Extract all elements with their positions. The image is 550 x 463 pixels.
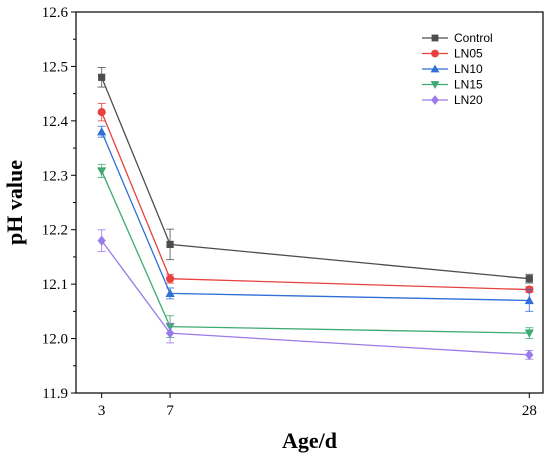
legend-marker xyxy=(431,49,439,58)
series-ln05 xyxy=(97,102,534,294)
y-tick-label: 12.4 xyxy=(42,114,69,130)
data-point xyxy=(525,349,534,360)
y-tick-label: 12.0 xyxy=(42,332,68,348)
data-point xyxy=(97,235,106,246)
series-line xyxy=(101,131,530,302)
data-point xyxy=(165,328,175,339)
legend-item: Control xyxy=(422,31,493,45)
series-line xyxy=(101,111,530,291)
y-axis-title: pH value xyxy=(2,160,27,245)
x-tick-label: 7 xyxy=(166,403,174,419)
legend-marker xyxy=(430,81,440,89)
data-point xyxy=(166,240,174,249)
data-point xyxy=(524,295,534,305)
data-point xyxy=(524,329,534,338)
y-tick-label: 11.9 xyxy=(42,386,68,402)
legend-marker xyxy=(430,64,440,73)
series-ln20 xyxy=(97,229,534,360)
x-tick-label: 3 xyxy=(98,403,106,419)
series-ln15 xyxy=(97,163,534,340)
legend-label: LN15 xyxy=(454,78,483,92)
data-point xyxy=(98,73,106,81)
y-tick-label: 12.3 xyxy=(42,168,68,184)
legend-label: LN20 xyxy=(454,93,483,107)
legend-label: Control xyxy=(454,31,493,45)
series-control xyxy=(97,67,534,284)
data-point xyxy=(97,108,106,117)
series-ln10 xyxy=(97,125,534,312)
legend-item: LN05 xyxy=(422,47,483,61)
data-point xyxy=(97,167,107,176)
y-tick-label: 12.2 xyxy=(42,223,68,239)
series-line xyxy=(101,170,530,334)
legend-item: LN15 xyxy=(422,78,483,92)
data-point xyxy=(97,127,107,136)
data-point xyxy=(525,275,533,283)
data-point xyxy=(165,288,175,297)
x-axis-title: Age/d xyxy=(282,428,337,453)
series-line xyxy=(101,77,530,280)
series-layer xyxy=(97,67,534,360)
legend-marker xyxy=(431,95,439,105)
legend-label: LN10 xyxy=(454,62,483,76)
legend-item: LN10 xyxy=(422,62,483,76)
x-axis: 3 7 28 xyxy=(98,393,537,419)
y-tick-label: 12.1 xyxy=(42,277,68,293)
x-tick-label: 28 xyxy=(522,403,537,419)
data-point xyxy=(165,274,175,283)
y-tick-label: 12.6 xyxy=(42,5,69,21)
legend-marker xyxy=(431,34,439,42)
y-tick-label: 12.5 xyxy=(42,59,68,75)
legend-label: LN05 xyxy=(454,47,483,61)
legend-item: LN20 xyxy=(422,93,483,107)
y-axis: 11.9 12.0 12.1 12.2 12.3 12.4 12.5 12.6 xyxy=(42,5,76,402)
